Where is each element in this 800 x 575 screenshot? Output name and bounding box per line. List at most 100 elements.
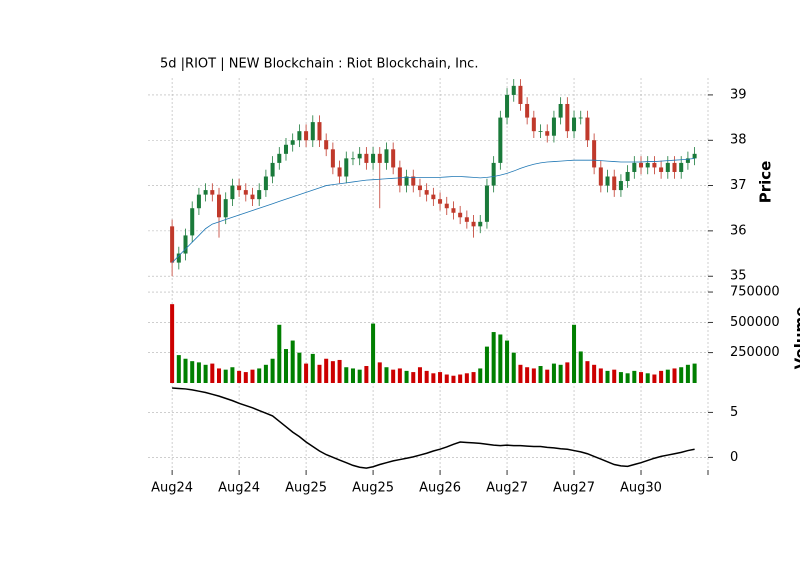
candle-body [297, 131, 302, 141]
candle-body [290, 140, 295, 145]
volume-bar [632, 370, 637, 383]
candle-body [283, 144, 288, 154]
volume-bar [498, 334, 503, 383]
candle-body [357, 153, 362, 159]
candle-body [371, 153, 376, 163]
volume-bar [384, 367, 389, 383]
volume-bar [558, 364, 563, 383]
y-tick-label: 37 [730, 178, 747, 193]
candle-body [417, 185, 422, 191]
volume-bar [424, 370, 429, 383]
candle-body [317, 122, 322, 141]
volume-bar [250, 369, 255, 383]
candle-body [625, 171, 630, 182]
candle-body [639, 162, 644, 168]
volume-bar [397, 368, 402, 383]
volume-bar [283, 349, 288, 383]
candle-body [565, 103, 570, 132]
candle-body [431, 194, 436, 200]
candle-body [672, 162, 677, 172]
candle-body [484, 185, 489, 222]
candle-body [237, 185, 242, 191]
volume-bar [505, 340, 510, 383]
candle-body [250, 194, 255, 200]
moving-average [171, 157, 695, 263]
y-axis-label: Price [757, 161, 775, 204]
x-tick-label: Aug27 [553, 481, 595, 496]
volume-bar [484, 346, 489, 383]
volume-bar [592, 364, 597, 383]
volume-bar [652, 374, 657, 383]
y-tick-label: 38 [730, 133, 747, 148]
candle-body [324, 140, 329, 150]
candle-body [585, 117, 590, 141]
volume-bar [692, 363, 697, 383]
candle-body [384, 149, 389, 163]
volume-bar [598, 368, 603, 383]
candle-body [350, 158, 355, 160]
candle-body [391, 149, 396, 168]
volume-bar [612, 369, 617, 383]
candle-body [491, 162, 496, 186]
x-tick-label: Aug27 [486, 481, 528, 496]
volume-bar [451, 375, 456, 383]
volume-bar [531, 368, 536, 383]
volume-bar [391, 369, 396, 383]
volume-bar [210, 363, 215, 383]
y-tick-label: 250000 [730, 345, 780, 360]
candle-body [592, 140, 597, 168]
volume-bar [270, 358, 275, 383]
volume-bar [203, 364, 208, 383]
volume-bar [565, 362, 570, 383]
candle-body [190, 208, 195, 236]
volume-bar [545, 369, 550, 383]
candle-body [511, 85, 516, 95]
volume-bar [216, 368, 222, 383]
volume-bar [304, 363, 309, 383]
volume-bar [243, 372, 248, 383]
candle-body [679, 162, 684, 172]
candle-body [692, 153, 697, 159]
indicator-line [172, 387, 695, 469]
volume-bar [404, 370, 409, 383]
candle-body [424, 190, 429, 195]
candle-body [411, 176, 416, 186]
candle-body [344, 158, 349, 177]
candle-body [230, 185, 235, 200]
candle-body [263, 176, 268, 191]
candle-body [203, 190, 208, 195]
y-tick-label: 35 [730, 269, 747, 284]
volume-bar [230, 367, 235, 383]
candle-body [598, 167, 603, 186]
candle-body [196, 194, 201, 209]
volume-bar [478, 368, 483, 383]
candle-body [578, 117, 583, 119]
volume-bar [357, 369, 362, 383]
x-tick-label: Aug30 [620, 481, 662, 496]
candle-body [438, 199, 443, 204]
y-tick-label: 500000 [730, 315, 780, 330]
candle-body [243, 190, 248, 195]
candle-body [545, 131, 550, 136]
candle-body [310, 122, 315, 141]
candle-body [659, 167, 664, 172]
volume-bar [525, 367, 530, 383]
volume-bar [659, 370, 664, 383]
candle-body [210, 190, 215, 195]
candle-body [337, 167, 342, 177]
volume-bar [350, 368, 355, 383]
volume-bar [337, 359, 342, 383]
candle-body [170, 226, 175, 263]
volume-bar [685, 364, 690, 383]
candle-body [652, 162, 657, 168]
volume-bar [645, 373, 650, 383]
candle-body [505, 94, 510, 118]
candle-body [397, 167, 402, 186]
volume-bar [538, 366, 543, 383]
volume-bar [511, 352, 516, 383]
candle-body [257, 190, 262, 200]
y-tick-label: 36 [730, 223, 747, 238]
candle-body [525, 103, 530, 118]
y-tick-label: 750000 [730, 285, 780, 300]
